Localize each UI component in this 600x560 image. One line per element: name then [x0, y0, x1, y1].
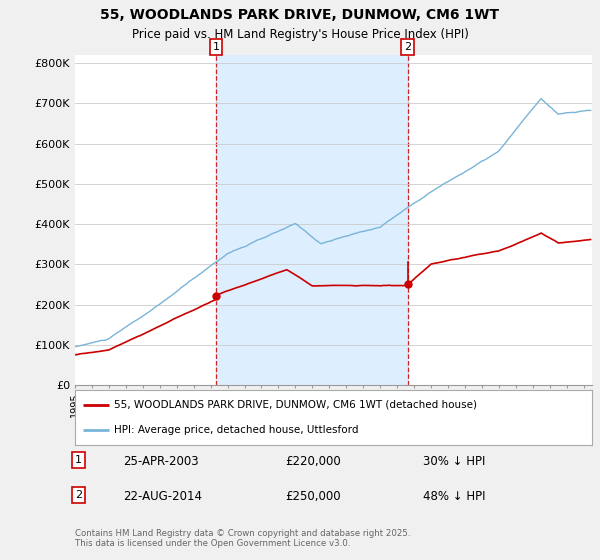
Text: 1: 1	[75, 455, 82, 465]
Text: Price paid vs. HM Land Registry's House Price Index (HPI): Price paid vs. HM Land Registry's House …	[131, 28, 469, 41]
Text: 55, WOODLANDS PARK DRIVE, DUNMOW, CM6 1WT (detached house): 55, WOODLANDS PARK DRIVE, DUNMOW, CM6 1W…	[114, 400, 477, 410]
Text: 1: 1	[212, 42, 220, 52]
Text: 22-AUG-2014: 22-AUG-2014	[123, 490, 202, 503]
Text: 2: 2	[404, 42, 412, 52]
Text: HPI: Average price, detached house, Uttlesford: HPI: Average price, detached house, Uttl…	[114, 425, 358, 435]
Text: Contains HM Land Registry data © Crown copyright and database right 2025.
This d: Contains HM Land Registry data © Crown c…	[75, 529, 410, 548]
Text: 55, WOODLANDS PARK DRIVE, DUNMOW, CM6 1WT: 55, WOODLANDS PARK DRIVE, DUNMOW, CM6 1W…	[101, 8, 499, 22]
Bar	[216, 55, 408, 385]
Text: 2: 2	[75, 490, 82, 500]
Text: £220,000: £220,000	[285, 455, 341, 468]
Text: 48% ↓ HPI: 48% ↓ HPI	[423, 490, 485, 503]
Text: 25-APR-2003: 25-APR-2003	[123, 455, 199, 468]
Text: £250,000: £250,000	[285, 490, 341, 503]
Text: 30% ↓ HPI: 30% ↓ HPI	[423, 455, 485, 468]
